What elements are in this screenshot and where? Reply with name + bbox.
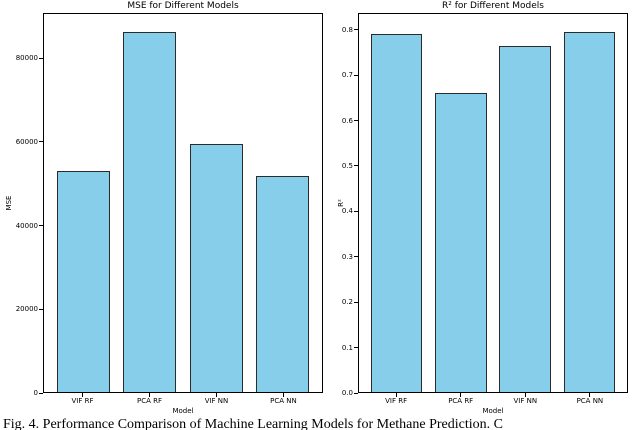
y-tick-label: 0.0 [341, 389, 353, 397]
vif-rf-x-tick [395, 393, 397, 397]
y-tick [354, 165, 358, 167]
vif-nn-x-tick-label: VIF NN [204, 397, 229, 405]
pca-rf-bar [435, 93, 487, 392]
pca-nn-x-tick-label: PCA NN [576, 397, 604, 405]
vif-rf-x-tick [82, 393, 84, 397]
y-tick-label: 20000 [15, 305, 38, 314]
y-tick-label: 60000 [15, 137, 38, 146]
y-tick [354, 210, 358, 212]
pca-nn-bar [256, 175, 310, 392]
vif-nn-x-tick-label: VIF NN [513, 397, 538, 405]
pca-nn-bar [563, 32, 615, 392]
vif-rf-bar [56, 171, 110, 392]
y-tick-label: 0.6 [341, 116, 353, 125]
figure-caption: Fig. 4. Performance Comparison of Machin… [3, 417, 503, 430]
y-tick [39, 308, 43, 310]
vif-rf-bar [371, 33, 423, 392]
y-tick-label: 40000 [15, 221, 38, 230]
vif-nn-bar [499, 45, 551, 392]
pca-rf-bar [123, 32, 177, 392]
pca-rf-x-tick-label: PCA RF [448, 397, 474, 405]
y-tick-label: 0.2 [341, 298, 353, 307]
pca-rf-x-tick [460, 393, 462, 397]
pca-rf-x-tick [149, 393, 150, 397]
y-tick [39, 392, 43, 394]
y-tick [354, 74, 358, 76]
r2-chart-title: R² for Different Models [442, 1, 544, 11]
mse-chart-title: MSE for Different Models [127, 1, 239, 11]
y-tick-label: 80000 [15, 54, 38, 63]
y-tick-label: 0.8 [341, 25, 353, 34]
vif-nn-x-tick [215, 393, 217, 397]
r2-chart: R² Model VIF RF PCA RF VIF NN PCA NN 0.0 0.1 0… [337, 13, 628, 415]
y-tick [354, 301, 358, 303]
pca-rf-x-tick-label: PCA RF [136, 397, 163, 405]
y-tick [354, 120, 358, 122]
y-tick [354, 347, 358, 349]
y-tick [354, 256, 358, 258]
y-tick-label: 0.7 [341, 71, 353, 80]
y-tick [39, 225, 43, 227]
y-tick [39, 57, 43, 59]
mse-bars-layer [44, 14, 322, 392]
mse-x-axis-label: Model [172, 407, 194, 415]
r2-x-axis-label: Model [482, 407, 504, 415]
vif-rf-x-tick-label: VIF RF [71, 397, 94, 405]
pca-nn-x-tick-label: PCA NN [270, 397, 297, 405]
y-tick-label: 0.4 [341, 207, 353, 216]
y-tick-label: 0 [33, 389, 38, 397]
r2-bars-layer [359, 14, 627, 392]
vif-nn-bar [189, 144, 243, 392]
y-tick [354, 29, 358, 31]
y-tick-label: 0.1 [341, 343, 353, 352]
y-tick-label: 0.3 [341, 252, 353, 261]
y-tick-label: 0.5 [341, 161, 353, 170]
r2-y-axis-label: R² [337, 199, 345, 207]
y-tick [354, 392, 358, 394]
vif-nn-x-tick [524, 393, 526, 397]
y-tick [39, 141, 43, 143]
pca-nn-x-tick [589, 393, 591, 397]
mse-chart: MSE Model VIF RF PCA RF VIF NN PCA NN 0 20000… [5, 13, 323, 415]
vif-rf-x-tick-label: VIF RF [385, 397, 408, 405]
pca-nn-x-tick [282, 393, 284, 397]
